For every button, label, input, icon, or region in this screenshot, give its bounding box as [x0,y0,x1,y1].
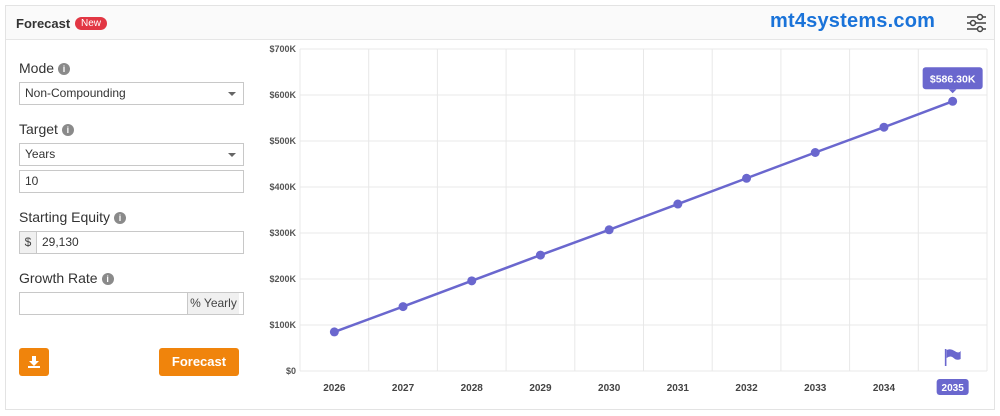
mode-select[interactable]: Non-Compounding [19,82,244,105]
select-value: Years [25,147,56,161]
value-label-pointer [948,89,957,94]
caret [228,153,236,157]
point [948,96,958,106]
x-tick-label: 2031 [667,383,690,394]
input-value: 10 [25,174,39,188]
y-tick-label: $500K [269,136,296,146]
brand: mt4systems.com [770,10,936,32]
header: Forecast New mt4systems.com [6,6,994,40]
point [467,276,477,286]
x-tick-label: 2030 [598,383,621,394]
x-tick-label: 2032 [735,383,758,394]
growth-label: Growth Rate i [19,270,114,286]
label-text: Growth Rate [19,270,98,286]
settings-icon[interactable] [966,13,988,33]
forecast-button[interactable]: Forecast [159,348,239,376]
x-highlight [936,379,969,395]
point [810,148,820,157]
badge: New [75,17,108,30]
point [742,173,752,183]
forecast-panel: Forecast New mt4systems.com Mode i Non-Co… [5,5,995,410]
x-tick-label: 2029 [529,383,552,394]
mode-label: Mode i [19,60,71,76]
equity-label: Starting Equity i [19,209,127,225]
x-tick-label: 2035 [942,383,965,394]
value-label: $586.30K [930,73,976,85]
flag-icon [944,349,961,366]
y-tick-label: $600K [269,90,296,100]
label-text: Target [19,121,58,137]
chart: $0 $100K $200K $300K $400K $500K $600K $700K 202… [269,44,988,395]
flag [946,349,961,360]
y-tick-label: $400K [269,182,296,192]
value-label-box [922,67,983,90]
x-tick-label: 2026 [323,383,346,394]
target-input[interactable]: 10 [19,170,244,193]
info-icon[interactable]: i [58,63,71,75]
prefix: $ [20,232,37,253]
label-text: Mode [19,60,55,76]
y-tick-label: $300K [269,228,296,238]
info-icon[interactable]: i [61,124,74,136]
select-value: Non-Compounding [25,86,126,100]
point [329,327,339,337]
point [604,225,614,235]
line [333,100,954,334]
download-icon [28,356,40,368]
x-tick-label: 2034 [873,383,896,394]
input-value: 29,130 [42,235,79,249]
y-tick-label: $100K [269,320,296,330]
point [879,122,889,132]
info-icon[interactable]: i [101,273,114,285]
caret [228,92,236,96]
target-label: Target i [19,121,74,137]
y-tick-label: $200K [269,274,296,284]
suffix: % Yearly [187,293,239,314]
x-tick-label: 2033 [804,383,827,394]
equity-input[interactable]: $ 29,130 [19,231,244,254]
y-tick-label: $700K [269,44,296,54]
info-icon[interactable]: i [114,212,127,224]
title: Forecast [16,16,71,31]
y-tick-label: $0 [286,366,296,376]
label-text: Starting Equity [19,209,111,225]
target-select[interactable]: Years [19,143,244,166]
point [398,302,408,312]
point [535,250,545,260]
x-tick-label: 2027 [392,383,415,394]
growth-input[interactable]: % Yearly [19,292,244,315]
x-tick-label: 2028 [461,383,484,394]
point [673,199,683,209]
download-button[interactable] [19,348,49,376]
